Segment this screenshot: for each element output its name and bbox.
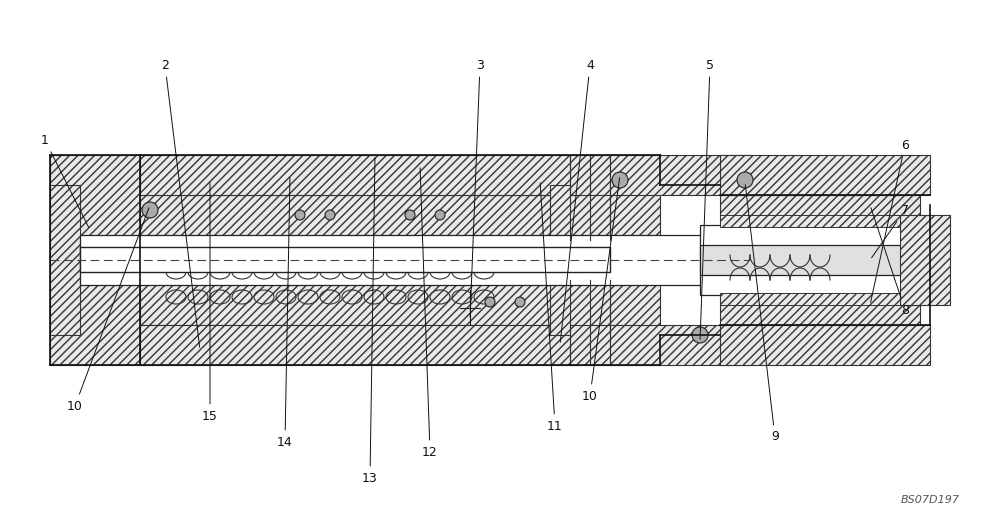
Polygon shape (570, 155, 660, 195)
Polygon shape (610, 280, 660, 335)
Circle shape (515, 297, 525, 307)
Text: 12: 12 (420, 168, 438, 459)
Polygon shape (140, 195, 570, 240)
Polygon shape (720, 293, 920, 305)
Polygon shape (720, 155, 930, 195)
Text: BS07D197: BS07D197 (901, 495, 960, 505)
Polygon shape (80, 247, 610, 272)
Polygon shape (550, 280, 630, 335)
Circle shape (435, 210, 445, 220)
Text: 13: 13 (362, 158, 378, 485)
Polygon shape (720, 325, 930, 365)
Text: 3: 3 (470, 59, 484, 317)
Polygon shape (570, 325, 660, 365)
Text: 4: 4 (560, 59, 594, 342)
Text: 6: 6 (871, 138, 909, 302)
Text: 5: 5 (700, 59, 714, 339)
Circle shape (612, 172, 628, 188)
Text: 2: 2 (161, 59, 200, 347)
Circle shape (142, 202, 158, 218)
Text: 8: 8 (871, 207, 909, 317)
Circle shape (325, 210, 335, 220)
Text: 14: 14 (277, 178, 293, 448)
Text: 15: 15 (202, 183, 218, 422)
Polygon shape (50, 185, 80, 335)
Polygon shape (720, 215, 920, 227)
Circle shape (485, 297, 495, 307)
Polygon shape (140, 280, 570, 325)
Text: 1: 1 (41, 134, 89, 228)
Text: 10: 10 (582, 178, 620, 402)
Polygon shape (140, 325, 580, 365)
Text: 9: 9 (745, 185, 779, 444)
Polygon shape (50, 155, 150, 365)
Polygon shape (610, 155, 750, 195)
Polygon shape (720, 195, 920, 235)
Circle shape (692, 327, 708, 343)
Polygon shape (700, 225, 930, 295)
Polygon shape (700, 245, 940, 275)
Circle shape (737, 172, 753, 188)
Polygon shape (900, 215, 950, 305)
Circle shape (295, 210, 305, 220)
Polygon shape (80, 235, 710, 285)
Text: 11: 11 (540, 183, 563, 433)
Polygon shape (140, 155, 580, 195)
Polygon shape (610, 325, 750, 365)
Polygon shape (610, 185, 660, 240)
Polygon shape (550, 185, 630, 240)
Polygon shape (720, 285, 920, 325)
Text: 10: 10 (67, 207, 149, 412)
Text: 7: 7 (872, 203, 909, 258)
Circle shape (405, 210, 415, 220)
